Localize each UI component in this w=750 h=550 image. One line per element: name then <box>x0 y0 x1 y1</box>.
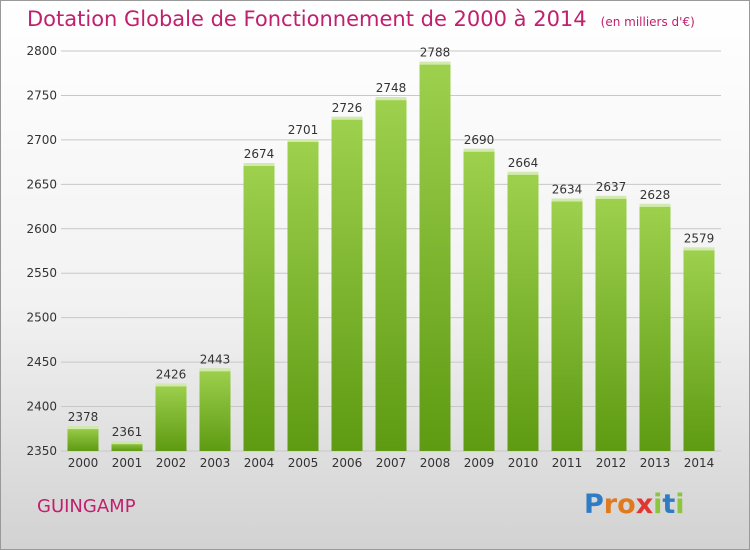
data-label: 2443 <box>200 352 231 366</box>
y-tick-label: 2700 <box>26 133 57 147</box>
x-tick-label: 2012 <box>596 456 627 470</box>
y-tick-label: 2400 <box>26 400 57 414</box>
x-tick-label: 2007 <box>376 456 407 470</box>
bar-highlight <box>67 426 99 430</box>
bar <box>507 171 539 451</box>
bar-highlight <box>111 441 143 445</box>
data-label: 2748 <box>376 81 407 95</box>
data-label: 2628 <box>640 188 671 202</box>
bar <box>551 198 583 451</box>
bar-highlight <box>243 163 275 166</box>
data-label: 2788 <box>420 46 451 60</box>
y-tick-label: 2800 <box>26 44 57 58</box>
data-label: 2426 <box>156 367 187 381</box>
proxiti-logo: Proxiti <box>584 489 685 520</box>
x-tick-label: 2005 <box>288 456 319 470</box>
x-tick-label: 2013 <box>640 456 671 470</box>
x-tick-label: 2000 <box>68 456 99 470</box>
bar <box>463 148 495 451</box>
logo-letter: x <box>635 489 654 520</box>
y-tick-label: 2550 <box>26 266 57 280</box>
bar-highlight <box>683 247 715 251</box>
x-tick-label: 2011 <box>552 456 583 470</box>
bar-highlight <box>551 198 583 202</box>
bar-highlight <box>287 139 319 142</box>
logo-letter: P <box>584 489 604 520</box>
bar <box>199 368 231 451</box>
bar <box>155 383 187 451</box>
y-tick-label: 2350 <box>26 444 57 458</box>
y-tick-label: 2450 <box>26 355 57 369</box>
bar-highlight <box>639 203 671 207</box>
x-tick-label: 2006 <box>332 456 363 470</box>
y-tick-label: 2750 <box>26 88 57 102</box>
bar-highlight <box>419 61 451 65</box>
bar-highlight <box>375 97 407 101</box>
city-name: GUINGAMP <box>37 496 136 517</box>
bar <box>639 203 671 451</box>
x-tick-label: 2002 <box>156 456 187 470</box>
bar-highlight <box>155 383 187 387</box>
bar-highlight <box>595 195 627 199</box>
logo-letter: o <box>617 489 636 520</box>
data-label: 2701 <box>288 123 319 137</box>
chart-title: Dotation Globale de Fonctionnement de 20… <box>27 7 587 31</box>
logo-letter: i <box>653 489 663 520</box>
y-tick-label: 2500 <box>26 311 57 325</box>
bar-highlight <box>507 171 539 175</box>
x-tick-label: 2010 <box>508 456 539 470</box>
title-block: Dotation Globale de Fonctionnement de 20… <box>27 7 695 31</box>
y-tick-label: 2650 <box>26 177 57 191</box>
x-tick-label: 2008 <box>420 456 451 470</box>
x-tick-label: 2014 <box>684 456 715 470</box>
bar-highlight <box>331 116 363 120</box>
data-label: 2690 <box>464 133 495 147</box>
data-label: 2637 <box>596 180 627 194</box>
data-labels: 2378 2361 2426 2443 2674 2701 2726 2748 2788 2690… <box>68 46 715 440</box>
data-label: 2579 <box>684 231 715 245</box>
bar <box>243 163 275 451</box>
bar <box>331 116 363 452</box>
bar <box>67 426 99 451</box>
logo-letter: t <box>662 489 676 520</box>
chart-unit: (en milliers d'€) <box>600 15 695 29</box>
data-label: 2674 <box>244 147 275 161</box>
bar <box>287 139 319 451</box>
y-axis-ticks: 2350 2400 2450 2500 2550 2600 2650 2700 2750 2800 <box>26 44 57 458</box>
bar <box>595 195 627 451</box>
y-tick-label: 2600 <box>26 222 57 236</box>
x-tick-label: 2001 <box>112 456 143 470</box>
bar <box>111 441 143 451</box>
bar <box>375 97 407 451</box>
data-label: 2361 <box>112 425 143 439</box>
bar-highlight <box>463 148 495 152</box>
bar-highlight <box>199 368 231 372</box>
x-tick-label: 2004 <box>244 456 275 470</box>
bar <box>683 247 715 451</box>
logo-letter: r <box>603 489 618 520</box>
logo-letter: i <box>675 489 685 520</box>
data-label: 2634 <box>552 183 583 197</box>
bars <box>67 61 715 452</box>
data-label: 2726 <box>332 101 363 115</box>
x-axis-ticks: 2000 2001 2002 2003 2004 2005 2006 2007 2008 2009… <box>68 456 715 470</box>
data-label: 2378 <box>68 410 99 424</box>
bar <box>419 61 451 452</box>
x-tick-label: 2009 <box>464 456 495 470</box>
x-tick-label: 2003 <box>200 456 231 470</box>
data-label: 2664 <box>508 156 539 170</box>
